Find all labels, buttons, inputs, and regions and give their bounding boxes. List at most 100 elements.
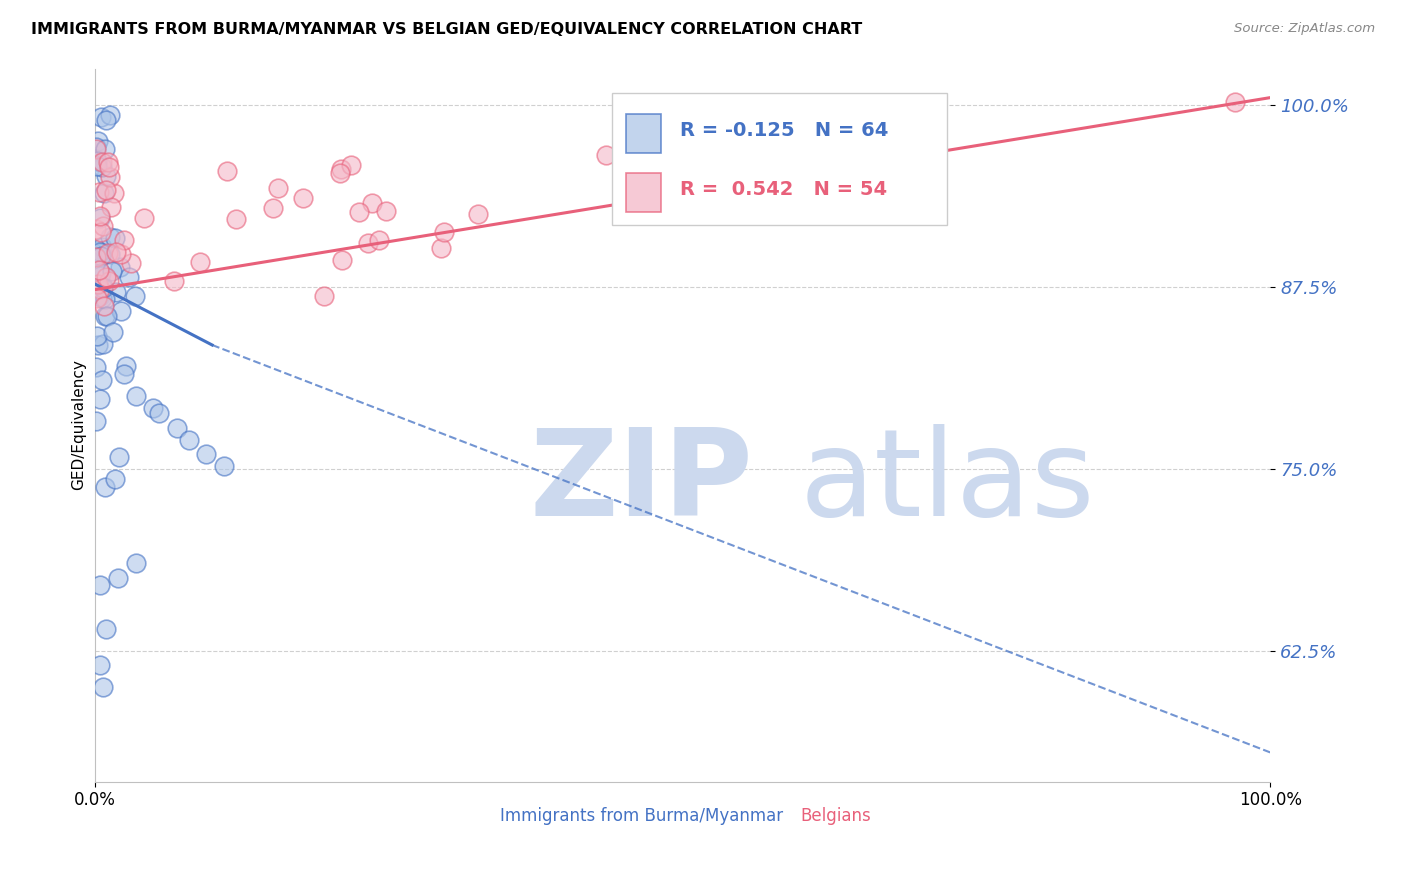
Point [103, 325, 125, 339]
Point [110, 247, 132, 261]
Point [225, 212, 247, 227]
Point [112, 234, 135, 248]
Point [87, 244, 110, 258]
Point [89, 245, 111, 260]
Point [84, 359, 107, 374]
Point [107, 571, 129, 585]
Bar [626, 113, 661, 153]
Text: Immigrants from Burma/Myanmar: Immigrants from Burma/Myanmar [501, 806, 783, 825]
Point [89, 658, 111, 673]
Point [595, 148, 617, 162]
Point [84, 414, 107, 428]
Point [291, 191, 314, 205]
Point [98, 160, 121, 174]
Point [90, 372, 112, 386]
Text: R =  0.542   N = 54: R = 0.542 N = 54 [681, 180, 887, 200]
Point [112, 367, 135, 381]
Point [90, 291, 112, 305]
Point [86, 328, 108, 343]
Point [93, 299, 115, 313]
Point [89, 289, 111, 303]
Point [262, 202, 284, 216]
Point [94, 310, 117, 324]
Text: atlas: atlas [800, 424, 1095, 541]
Point [98, 247, 121, 261]
Point [103, 186, 125, 200]
Point [166, 421, 188, 435]
Point [163, 274, 186, 288]
Point [94, 142, 117, 156]
Point [347, 204, 370, 219]
Point [94, 113, 117, 128]
Point [267, 181, 290, 195]
Point [94, 169, 117, 184]
Bar [765, 802, 790, 830]
Point [215, 163, 238, 178]
Point [328, 165, 350, 179]
Point [96, 154, 118, 169]
Point [94, 269, 117, 284]
Point [212, 458, 235, 473]
Text: ZIP: ZIP [530, 424, 754, 541]
Point [104, 472, 127, 486]
Point [124, 289, 146, 303]
Point [329, 162, 352, 177]
Point [84, 221, 107, 235]
Point [93, 186, 115, 200]
Text: Belgians: Belgians [800, 806, 870, 825]
Point [89, 269, 111, 284]
Point [84, 142, 107, 156]
Point [89, 209, 111, 223]
Point [86, 291, 108, 305]
Point [94, 293, 117, 307]
Point [1223, 95, 1246, 109]
Point [89, 251, 111, 265]
Point [101, 264, 124, 278]
Text: IMMIGRANTS FROM BURMA/MYANMAR VS BELGIAN GED/EQUIVALENCY CORRELATION CHART: IMMIGRANTS FROM BURMA/MYANMAR VS BELGIAN… [31, 22, 862, 37]
Point [177, 433, 200, 447]
Point [91, 279, 114, 293]
FancyBboxPatch shape [612, 94, 946, 226]
Point [84, 152, 107, 166]
Point [125, 556, 148, 570]
Text: R = -0.125   N = 64: R = -0.125 N = 64 [681, 121, 889, 140]
Point [105, 244, 128, 259]
Point [86, 154, 108, 169]
Point [87, 262, 110, 277]
Point [90, 225, 112, 239]
Y-axis label: GED/Equivalency: GED/Equivalency [72, 359, 86, 491]
Point [98, 170, 121, 185]
Point [91, 160, 114, 174]
Point [84, 250, 107, 264]
Point [98, 230, 121, 244]
Point [91, 155, 114, 169]
Point [91, 336, 114, 351]
Point [100, 200, 122, 214]
Point [94, 183, 117, 197]
Point [433, 225, 456, 239]
Point [89, 282, 111, 296]
Point [84, 140, 107, 154]
Point [90, 110, 112, 124]
Point [104, 231, 127, 245]
Point [87, 134, 110, 148]
Text: Source: ZipAtlas.com: Source: ZipAtlas.com [1234, 22, 1375, 36]
Point [125, 389, 148, 403]
Point [89, 185, 111, 199]
Point [678, 182, 700, 196]
Point [91, 219, 114, 234]
Point [188, 254, 211, 268]
Point [87, 289, 110, 303]
Point [118, 270, 141, 285]
Point [430, 241, 453, 255]
Point [330, 253, 353, 268]
Point [86, 159, 108, 173]
Point [90, 249, 112, 263]
Point [108, 260, 131, 274]
Point [110, 304, 132, 318]
Point [91, 280, 114, 294]
Point [312, 289, 335, 303]
Point [467, 207, 489, 221]
Point [357, 235, 380, 250]
Point [195, 447, 218, 461]
